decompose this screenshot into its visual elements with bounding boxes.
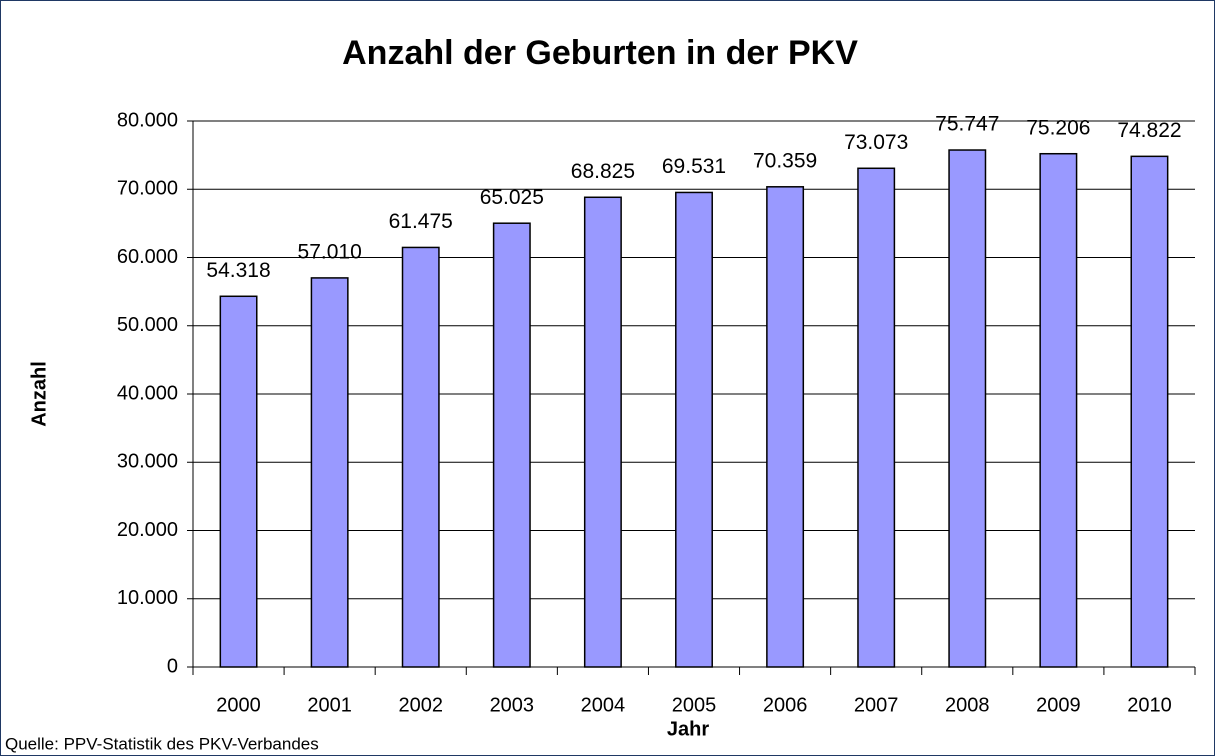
data-label: 74.822 (1117, 119, 1181, 142)
y-tick-label: 20.000 (117, 519, 178, 541)
x-tick-label: 2009 (1036, 694, 1081, 716)
x-tick-label: 2005 (672, 694, 717, 716)
x-tick-label: 2006 (763, 694, 808, 716)
x-tick-label: 2000 (216, 694, 261, 716)
x-tick-label: 2003 (490, 694, 535, 716)
x-tick-label: 2008 (945, 694, 990, 716)
x-axis-label: Jahr (667, 718, 709, 740)
x-tick-label: 2007 (854, 694, 899, 716)
y-tick-label: 40.000 (117, 382, 178, 404)
chart-title: Anzahl der Geburten in der PKV (342, 34, 858, 72)
y-tick-label: 70.000 (117, 178, 178, 200)
data-label: 70.359 (753, 149, 817, 172)
bar (857, 167, 896, 668)
data-label: 75.747 (935, 113, 999, 136)
x-tick-label: 2004 (581, 694, 626, 716)
y-tick-label: 60.000 (117, 246, 178, 268)
source-note: Quelle: PPV-Statistik des PKV-Verbandes (5, 734, 319, 753)
bar (1039, 152, 1078, 668)
data-label: 73.073 (844, 131, 908, 154)
bar (219, 295, 258, 668)
x-tick-label: 2002 (398, 694, 443, 716)
y-tick-label: 80.000 (117, 109, 178, 131)
bar (675, 191, 713, 668)
bar (948, 149, 987, 668)
x-tick-label: 2001 (307, 694, 352, 716)
bar (492, 222, 531, 668)
data-label: 69.531 (662, 155, 726, 178)
bar (1130, 155, 1169, 668)
y-tick-label: 0 (167, 655, 178, 677)
data-label: 54.318 (206, 259, 270, 282)
bar (766, 186, 805, 668)
data-label: 65.025 (480, 186, 544, 209)
y-tick-label: 30.000 (117, 451, 178, 473)
data-label: 68.825 (571, 160, 635, 183)
data-label: 75.206 (1026, 116, 1090, 139)
y-tick-label: 10.000 (117, 587, 178, 609)
y-axis-label: Anzahl (28, 361, 50, 427)
data-label: 61.475 (389, 210, 453, 233)
bar (401, 246, 440, 668)
y-tick-label: 50.000 (117, 314, 178, 336)
data-label: 57.010 (298, 240, 362, 263)
x-tick-label: 2010 (1127, 694, 1172, 716)
bar (583, 196, 622, 668)
bar (310, 277, 349, 668)
